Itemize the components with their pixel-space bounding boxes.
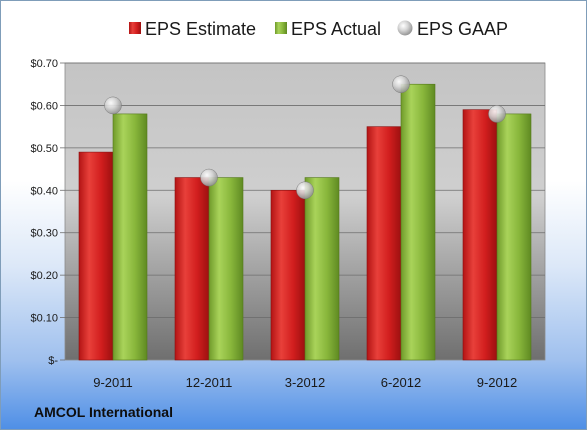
x-axis-categories: 9-2011 12-2011 3-2012 6-2012 9-2012 [93,375,517,390]
y-tick-label: $0.20 [30,270,58,282]
gaap-markers [104,75,506,200]
y-tick-label: $0.30 [30,228,58,240]
bars [78,83,532,361]
bar-eps-estimate [78,151,114,361]
bar-eps-estimate [270,189,306,361]
bar-eps-estimate [366,126,402,361]
legend-label-eps-actual: EPS Actual [291,19,381,39]
legend-item-eps-gaap: EPS GAAP [397,19,508,39]
bar-eps-actual [304,177,340,361]
legend-item-eps-actual: EPS Actual [275,19,381,39]
company-name: AMCOL International [34,404,173,420]
x-category-label: 6-2012 [381,375,421,390]
y-axis-ticks: $- $0.10 $0.20 $0.30 $0.40 $0.50 $0.60 $0.70 [30,58,65,367]
x-category-label: 12-2011 [186,375,233,390]
marker-eps-gaap [488,105,506,123]
legend-label-eps-estimate: EPS Estimate [145,19,256,39]
bar-eps-estimate [174,177,210,361]
y-tick-label: $0.40 [30,185,58,197]
y-tick-label: $- [48,355,58,367]
bar-eps-actual [112,113,148,361]
y-tick-label: $0.60 [30,100,58,112]
marker-eps-gaap [392,75,410,93]
legend-swatch-eps-estimate [129,22,141,34]
bar-eps-actual [400,83,436,361]
marker-eps-gaap [296,181,314,200]
legend-swatch-eps-actual [275,22,287,34]
bar-eps-actual [496,113,532,361]
y-tick-label: $0.50 [30,143,58,155]
y-tick-label: $0.10 [30,313,58,325]
x-category-label: 3-2012 [285,375,325,390]
bar-eps-estimate [462,109,498,361]
legend-label-eps-gaap: EPS GAAP [417,19,508,39]
y-tick-label: $0.70 [30,58,58,70]
marker-eps-gaap [200,168,218,187]
marker-eps-gaap [104,96,122,115]
legend: EPS Estimate EPS Actual EPS GAAP [129,19,508,39]
x-category-label: 9-2012 [477,375,517,390]
legend-swatch-eps-gaap [397,20,413,36]
legend-item-eps-estimate: EPS Estimate [129,19,256,39]
x-category-label: 9-2011 [93,375,133,390]
bar-eps-actual [208,177,244,361]
